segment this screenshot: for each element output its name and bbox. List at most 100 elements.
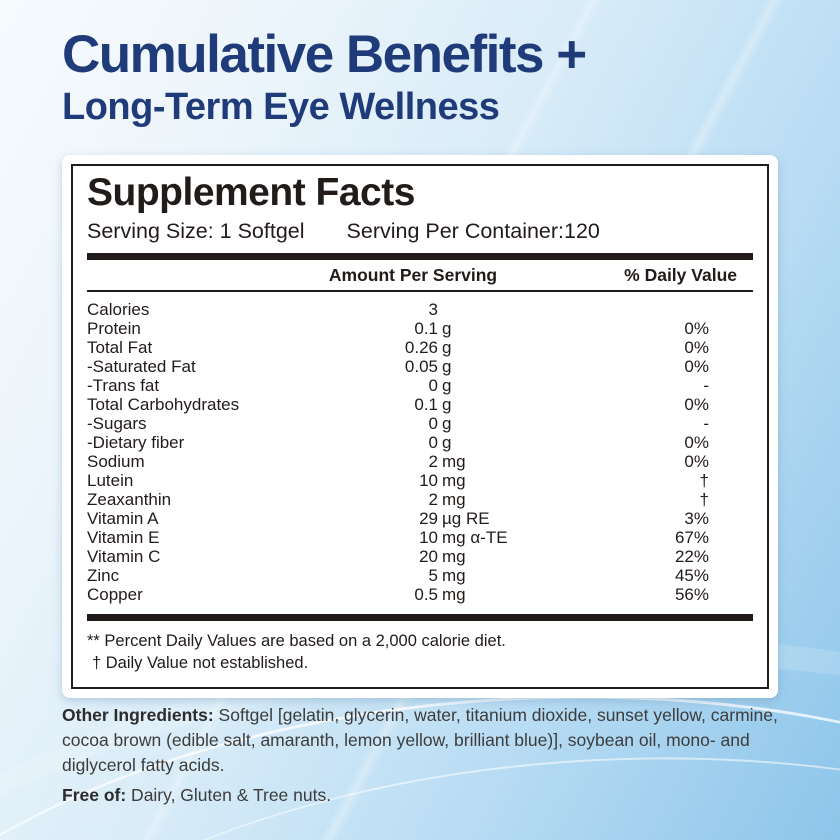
table-row: Zeaxanthin 2 mg †	[87, 490, 753, 509]
row-daily-value: 0%	[684, 452, 709, 471]
row-amount-value: 0	[428, 376, 438, 395]
row-label: -Saturated Fat	[87, 357, 196, 376]
free-of: Free of: Dairy, Gluten & Tree nuts.	[62, 783, 786, 808]
free-of-label: Free of:	[62, 785, 127, 805]
table-row: Vitamin A 29 µg RE 3%	[87, 509, 753, 528]
table-row: Zinc 5 mg 45%	[87, 566, 753, 585]
table-row: -Sugars 0 g -	[87, 414, 753, 433]
table-row: Total Fat 0.26 g 0%	[87, 338, 753, 357]
row-amount-value: 10	[419, 471, 438, 490]
row-label: Vitamin C	[87, 547, 161, 566]
table-row: Vitamin E 10 mg α-TE 67%	[87, 528, 753, 547]
row-amount-unit: mg	[442, 566, 466, 585]
row-daily-value: 0%	[684, 357, 709, 376]
row-label: Zeaxanthin	[87, 490, 172, 509]
row-amount-unit: g	[442, 414, 452, 433]
row-daily-value: 67%	[674, 528, 709, 547]
table-row: Calories 3	[87, 300, 753, 319]
row-amount-value: 0.1	[414, 319, 438, 338]
row-amount-value: 20	[419, 547, 438, 566]
facts-rows: Calories 3 Protein 0.1 g 0% Total Fat 0.…	[87, 300, 753, 604]
row-amount-value: 29	[419, 509, 438, 528]
row-amount-value: 3	[428, 300, 438, 319]
row-daily-value: 0%	[684, 338, 709, 357]
row-amount-unit: g	[442, 395, 452, 414]
supplement-facts-card: Supplement Facts Serving Size: 1 Softgel…	[62, 155, 778, 698]
free-of-text: Dairy, Gluten & Tree nuts.	[126, 785, 332, 805]
headline: Cumulative Benefits + Long-Term Eye Well…	[62, 25, 587, 129]
table-row: Vitamin C 20 mg 22%	[87, 547, 753, 566]
supplement-facts-panel: Supplement Facts Serving Size: 1 Softgel…	[71, 164, 769, 689]
row-daily-value: 3%	[684, 509, 709, 528]
product-title: Cumulative Benefits +	[62, 25, 587, 84]
footnote-percent-daily-values: ** Percent Daily Values are based on a 2…	[87, 632, 506, 650]
footnote-daily-value-not-established: † Daily Value not established.	[92, 654, 309, 672]
column-headers: Amount Per Serving % Daily Value	[87, 260, 753, 290]
row-amount-unit: µg RE	[442, 509, 490, 528]
row-label: -Trans fat	[87, 376, 160, 395]
row-label: Lutein	[87, 471, 134, 490]
row-amount-value: 0.26	[404, 338, 438, 357]
row-daily-value: 56%	[674, 585, 709, 604]
row-amount-unit: mg	[442, 490, 466, 509]
row-label: -Sugars	[87, 414, 147, 433]
row-amount-unit: mg α-TE	[442, 528, 508, 547]
column-header-amount: Amount Per Serving	[328, 265, 498, 285]
table-row: Copper 0.5 mg 56%	[87, 585, 753, 604]
row-label: Copper	[87, 585, 143, 604]
row-amount-value: 2	[428, 452, 438, 471]
row-label: Total Fat	[87, 338, 153, 357]
column-header-daily-value: % Daily Value	[624, 265, 737, 285]
other-ingredients-text: Softgel [gelatin, glycerin, water, titan…	[62, 705, 778, 775]
row-daily-value: 0%	[684, 395, 709, 414]
row-label: Calories	[87, 300, 150, 319]
row-daily-value: 0%	[684, 319, 709, 338]
row-amount-unit: mg	[442, 452, 466, 471]
table-row: Sodium 2 mg 0%	[87, 452, 753, 471]
row-amount-value: 0.1	[414, 395, 438, 414]
supplement-facts-title: Supplement Facts	[87, 171, 415, 214]
divider-thick-bottom	[87, 614, 753, 621]
row-label: -Dietary fiber	[87, 433, 185, 452]
row-amount-unit: g	[442, 319, 452, 338]
servings-per-container: Serving Per Container:120	[346, 219, 600, 243]
row-daily-value: 45%	[674, 566, 709, 585]
row-amount-value: 10	[419, 528, 438, 547]
product-subtitle: Long-Term Eye Wellness	[62, 86, 500, 128]
row-amount-unit: mg	[442, 585, 466, 604]
row-label: Vitamin E	[87, 528, 160, 547]
row-amount-unit: g	[442, 433, 452, 452]
row-daily-value: †	[699, 471, 709, 490]
row-amount-unit: g	[442, 338, 452, 357]
row-amount-value: 0	[428, 414, 438, 433]
serving-size: Serving Size: 1 Softgel	[87, 219, 305, 243]
row-label: Total Carbohydrates	[87, 395, 240, 414]
row-label: Vitamin A	[87, 509, 159, 528]
row-amount-unit: mg	[442, 471, 466, 490]
table-row: -Saturated Fat 0.05 g 0%	[87, 357, 753, 376]
row-amount-value: 0	[428, 433, 438, 452]
row-amount-unit: g	[442, 376, 452, 395]
footnotes: ** Percent Daily Values are based on a 2…	[87, 630, 753, 674]
serving-info: Serving Size: 1 Softgel Serving Per Cont…	[87, 218, 753, 245]
table-row: Lutein 10 mg †	[87, 471, 753, 490]
row-daily-value: †	[699, 490, 709, 509]
row-label: Protein	[87, 319, 141, 338]
row-amount-value: 0.5	[414, 585, 438, 604]
row-daily-value: -	[703, 414, 709, 433]
other-ingredients: Other Ingredients: Softgel [gelatin, gly…	[62, 703, 786, 778]
divider-thin	[87, 290, 753, 292]
row-amount-value: 5	[428, 566, 438, 585]
row-amount-unit: g	[442, 357, 452, 376]
table-row: -Trans fat 0 g -	[87, 376, 753, 395]
row-amount-value: 2	[428, 490, 438, 509]
row-daily-value: 0%	[684, 433, 709, 452]
table-row: -Dietary fiber 0 g 0%	[87, 433, 753, 452]
row-daily-value: 22%	[674, 547, 709, 566]
row-daily-value: -	[703, 376, 709, 395]
row-label: Zinc	[87, 566, 120, 585]
table-row: Total Carbohydrates 0.1 g 0%	[87, 395, 753, 414]
other-ingredients-label: Other Ingredients:	[62, 705, 214, 725]
ingredients-section: Other Ingredients: Softgel [gelatin, gly…	[62, 703, 786, 808]
